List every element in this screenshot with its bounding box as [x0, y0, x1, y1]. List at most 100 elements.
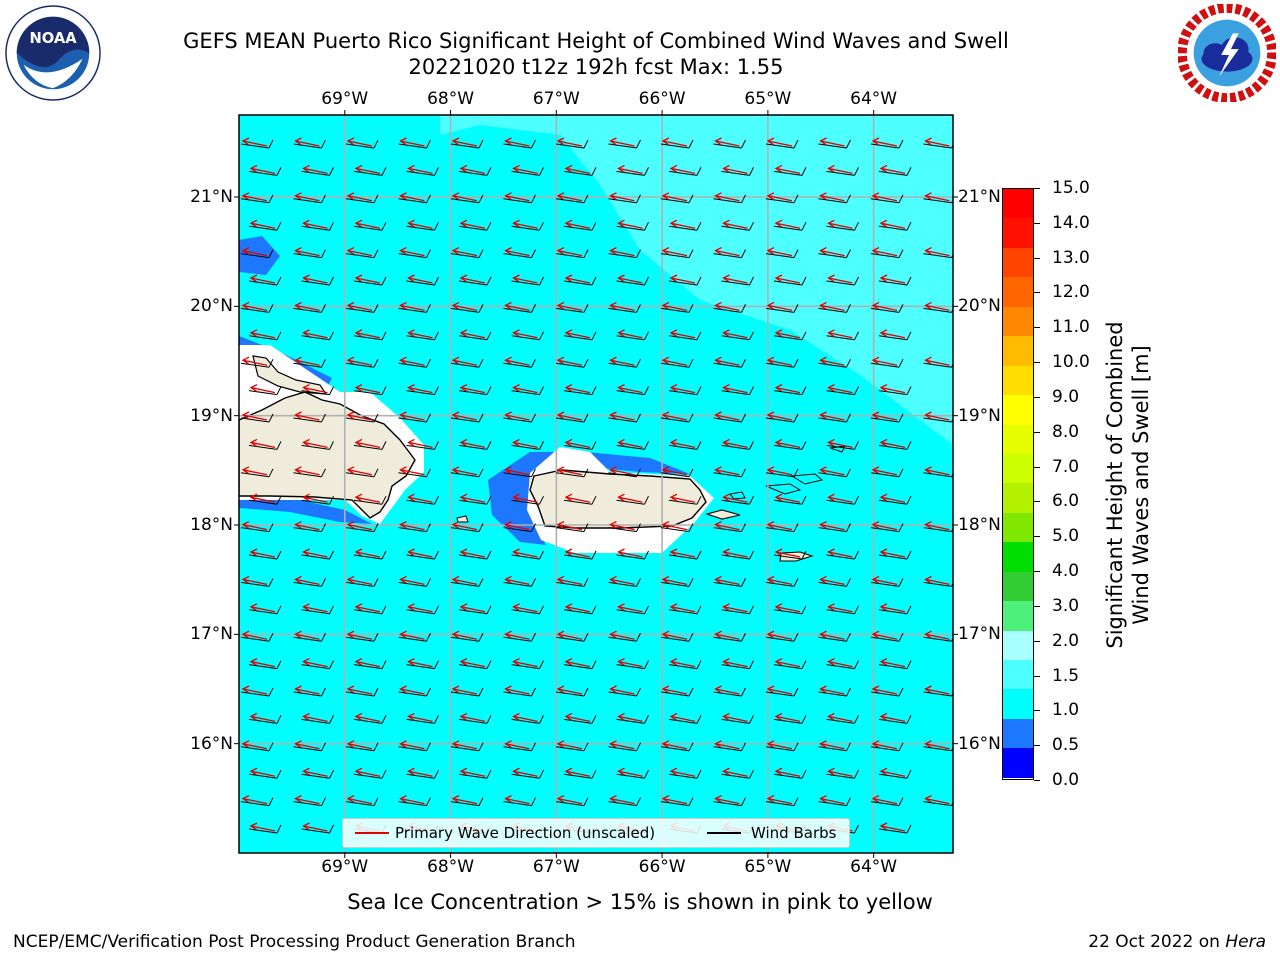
wave-arrow — [879, 603, 906, 613]
wave-arrow — [512, 548, 538, 558]
wave-arrow — [661, 466, 688, 476]
chart-subtitle: 20221020 t12z 192h fcst Max: 1.55 — [408, 55, 784, 79]
wave-arrow — [766, 630, 793, 640]
wind-barb — [818, 194, 851, 204]
wave-arrow — [766, 466, 793, 476]
wave-arrow — [827, 767, 853, 777]
wave-arrow — [924, 301, 950, 312]
colorbar-tick — [1034, 501, 1040, 503]
wave-arrow — [241, 630, 268, 640]
wind-barb — [660, 468, 694, 478]
wind-barb — [503, 468, 536, 478]
wave-arrow — [766, 521, 793, 531]
wave-arrow — [722, 438, 748, 449]
wave-arrow — [669, 164, 696, 175]
wave-arrow — [617, 712, 643, 723]
wind-barb — [293, 578, 326, 587]
wind-barb — [563, 660, 597, 670]
wind-barb — [353, 441, 387, 450]
wave-arrow — [556, 137, 583, 147]
wind-barb — [660, 578, 694, 587]
wave-arrow — [294, 411, 320, 421]
wave-arrow — [661, 685, 688, 695]
wave-arrow — [407, 493, 433, 503]
colorbar-tick-label: 15.0 — [1052, 178, 1090, 198]
wind-barb — [818, 632, 851, 642]
wind-barb — [713, 468, 746, 478]
wave-arrow — [346, 137, 373, 147]
wave-arrow — [241, 411, 268, 421]
wind-barb — [608, 194, 641, 204]
wind-barb — [826, 331, 859, 341]
wave-arrow — [871, 795, 898, 805]
wind-barb — [563, 495, 597, 505]
wind-barb — [660, 304, 694, 313]
wave-arrow — [407, 603, 433, 613]
colorbar-segment — [1003, 689, 1033, 719]
wind-barb — [345, 797, 379, 807]
wave-arrow — [294, 795, 320, 805]
wave-arrow — [661, 356, 688, 366]
wave-arrow — [617, 384, 643, 394]
wind-barb — [240, 194, 274, 204]
wave-arrow — [774, 658, 801, 668]
wave-arrow — [564, 658, 591, 668]
wave-arrow — [294, 137, 320, 147]
wind-barb — [923, 746, 953, 752]
wave-arrow — [617, 274, 643, 284]
wave-arrow — [722, 658, 748, 668]
wave-arrow — [294, 521, 320, 531]
wave-arrow — [346, 740, 373, 750]
wind-barb — [870, 194, 904, 204]
wind-barb — [713, 687, 746, 697]
wind-barb — [818, 797, 851, 807]
wave-arrow — [871, 521, 898, 531]
wave-arrow — [294, 247, 320, 257]
wave-arrow — [924, 740, 950, 750]
wave-arrow — [669, 438, 696, 449]
wind-barb — [398, 468, 431, 478]
wave-arrow — [714, 685, 740, 695]
wind-barb — [301, 276, 334, 286]
wind-barb — [616, 605, 649, 615]
wind-barb — [773, 495, 807, 505]
wind-barb — [240, 304, 274, 313]
wave-arrow — [504, 795, 530, 805]
wave-arrow — [556, 521, 583, 531]
wind-barb — [765, 139, 799, 149]
wind-barb — [345, 358, 379, 368]
wave-arrow — [924, 630, 950, 640]
wind-barb — [301, 824, 334, 834]
wave-arrow — [617, 493, 643, 503]
wave-arrow — [346, 301, 373, 312]
wave-arrow — [879, 548, 906, 558]
wind-barb — [555, 194, 589, 204]
wave-arrow — [609, 301, 635, 312]
wind-barb — [765, 304, 799, 313]
wind-barb — [398, 304, 431, 313]
graticule — [239, 115, 953, 853]
colorbar-tick — [1034, 396, 1040, 398]
wave-arrow — [819, 247, 845, 257]
wave-arrow — [512, 274, 538, 284]
colorbar-tick — [1034, 188, 1040, 189]
wave-arrow — [459, 329, 486, 339]
wave-arrow — [669, 548, 696, 558]
wave-arrow — [302, 329, 328, 339]
wind-barb — [398, 139, 431, 149]
colorbar-tick — [1034, 362, 1040, 364]
wind-barb — [616, 221, 649, 231]
wave-arrow — [661, 630, 688, 640]
wind-barb — [398, 797, 431, 807]
colorbar-segment — [1003, 424, 1033, 454]
wind-barb — [511, 495, 544, 505]
wind-barb — [616, 550, 649, 560]
wind-barb — [721, 441, 754, 450]
wave-arrow — [451, 740, 478, 750]
wave-arrow — [722, 329, 748, 339]
wind-barb — [660, 523, 694, 533]
wind-barb — [713, 139, 746, 149]
wind-barb — [398, 523, 431, 533]
wind-barb — [826, 167, 859, 176]
colorbar-tick — [1034, 605, 1040, 607]
